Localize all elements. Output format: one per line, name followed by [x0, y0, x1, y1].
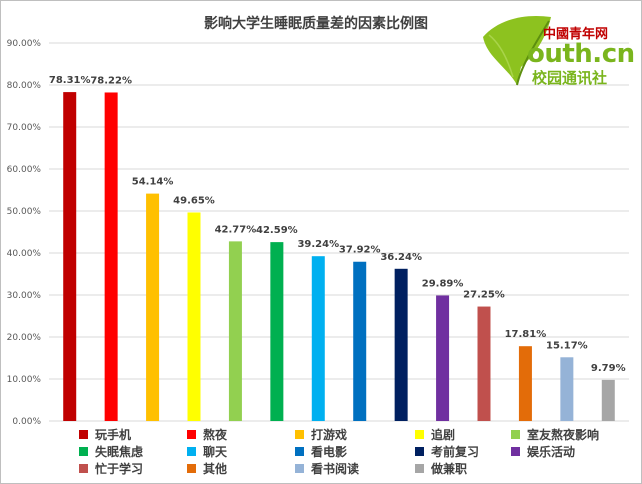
legend-swatch — [295, 447, 304, 456]
y-tick-label: 10.00% — [7, 375, 42, 385]
legend-item: 其他 — [187, 461, 227, 477]
data-labels: 78.31% 78.22% 54.14% 49.65% 42.77% 42.59% 39.2… — [49, 75, 626, 374]
legend-label: 其他 — [203, 462, 228, 476]
bar-chart: 0.00% 10.00% 20.00% 30.00% 40.00% 50.00% 60.00… — [7, 39, 629, 427]
data-label: 78.22% — [90, 75, 132, 86]
legend-label: 熬夜 — [203, 428, 228, 442]
legend-swatch — [79, 464, 88, 473]
legend-item: 熬夜 — [187, 427, 227, 443]
y-tick-label: 90.00% — [7, 39, 42, 49]
legend-item: 玩手机 — [79, 427, 131, 443]
logo-domain: outh.cn — [527, 39, 635, 69]
chart-title: 影响大学生睡眠质量差的因素比例图 — [204, 16, 428, 32]
legend-swatch — [79, 430, 88, 439]
data-label: 39.24% — [297, 239, 339, 250]
data-label: 42.77% — [215, 224, 257, 235]
data-label: 49.65% — [173, 195, 215, 206]
legend-item: 看书阅读 — [295, 461, 359, 477]
legend-item: 忙于学习 — [79, 461, 143, 477]
bar-3 — [146, 193, 160, 421]
site-logo: 中國青年网 outh.cn 校园通讯社 — [477, 7, 637, 89]
legend-item: 做兼职 — [415, 461, 467, 477]
legend-label: 忙于学习 — [95, 462, 144, 476]
legend-swatch — [295, 430, 304, 439]
legend-item: 考前复习 — [415, 444, 479, 460]
legend-item: 追剧 — [415, 427, 455, 443]
y-tick-label: 40.00% — [7, 249, 42, 259]
legend-swatch — [511, 430, 520, 439]
legend-item: 室友熬夜影响 — [511, 427, 599, 443]
logo-subtitle: 校园通讯社 — [532, 69, 608, 87]
data-label: 17.81% — [505, 329, 547, 340]
chart-legend: 玩手机 熬夜 打游戏 追剧 室友熬夜影响失眠焦虑 聊天 看电影 考前复习 娱乐活动忙于学习 其他 看… — [79, 427, 639, 479]
bar-4 — [187, 212, 201, 421]
data-label: 54.14% — [132, 177, 174, 188]
legend-label: 追剧 — [431, 428, 456, 442]
bar-8 — [353, 261, 367, 421]
legend-item: 打游戏 — [295, 427, 347, 443]
legend-swatch — [295, 464, 304, 473]
bar-7 — [311, 256, 325, 421]
bar-12 — [518, 346, 532, 421]
y-axis-ticks: 0.00% 10.00% 20.00% 30.00% 40.00% 50.00% 60.00… — [7, 39, 42, 427]
bar-13 — [560, 357, 574, 421]
data-label: 15.17% — [546, 340, 588, 351]
legend-swatch — [187, 464, 196, 473]
legend-label: 打游戏 — [311, 428, 348, 442]
legend-swatch — [415, 464, 424, 473]
bar-6 — [270, 242, 284, 421]
legend-swatch — [415, 430, 424, 439]
data-label: 36.24% — [380, 252, 422, 263]
legend-label: 做兼职 — [431, 462, 468, 476]
legend-label: 聊天 — [203, 445, 228, 459]
bar-2 — [104, 92, 118, 421]
bar-10 — [436, 295, 450, 421]
data-label: 42.59% — [256, 225, 298, 236]
legend-label: 看电影 — [311, 445, 348, 459]
legend-swatch — [511, 447, 520, 456]
bar-5 — [228, 241, 242, 421]
ginkgo-leaf-icon — [483, 15, 551, 86]
legend-swatch — [79, 447, 88, 456]
legend-item: 聊天 — [187, 444, 227, 460]
data-label: 29.89% — [422, 278, 464, 289]
bar-11 — [477, 306, 491, 421]
grid-lines — [49, 42, 629, 422]
data-label: 78.31% — [49, 75, 91, 86]
bar-9 — [394, 268, 408, 421]
legend-swatch — [415, 447, 424, 456]
legend-label: 娱乐活动 — [527, 445, 576, 459]
y-tick-label: 70.00% — [7, 123, 42, 133]
legend-label: 看书阅读 — [311, 462, 360, 476]
data-label: 37.92% — [339, 245, 381, 256]
legend-item: 失眠焦虑 — [79, 444, 143, 460]
y-tick-label: 80.00% — [7, 81, 42, 91]
y-tick-label: 30.00% — [7, 291, 42, 301]
logo-badge: 中國青年网 — [543, 27, 609, 42]
y-tick-label: 60.00% — [7, 165, 42, 175]
data-label: 27.25% — [463, 290, 505, 301]
legend-item: 看电影 — [295, 444, 347, 460]
legend-label: 玩手机 — [95, 428, 132, 442]
legend-item: 娱乐活动 — [511, 444, 575, 460]
legend-swatch — [187, 430, 196, 439]
y-tick-label: 50.00% — [7, 207, 42, 217]
bar-14 — [601, 379, 615, 421]
legend-label: 考前复习 — [431, 445, 480, 459]
y-tick-label: 0.00% — [12, 417, 41, 427]
legend-swatch — [187, 447, 196, 456]
bar-1 — [63, 92, 77, 422]
bars — [63, 92, 615, 422]
y-tick-label: 20.00% — [7, 333, 42, 343]
data-label: 9.79% — [591, 363, 626, 374]
legend-label: 失眠焦虑 — [95, 445, 144, 459]
legend-label: 室友熬夜影响 — [527, 428, 600, 442]
